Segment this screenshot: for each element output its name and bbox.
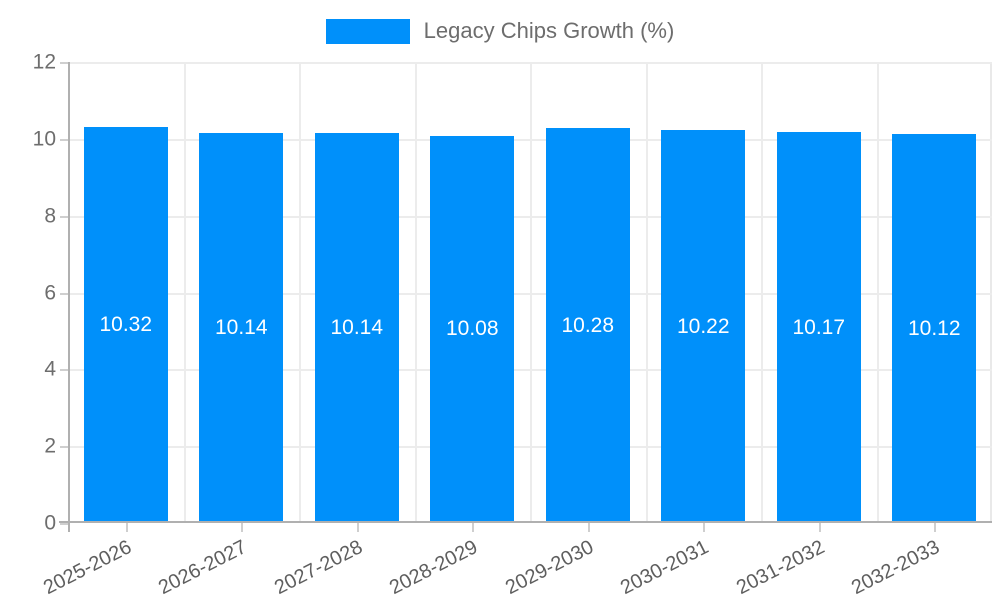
x-axis-tick-mark [356, 523, 359, 532]
gridline-vertical [761, 62, 763, 523]
x-axis-tick-mark [241, 523, 244, 532]
x-axis-tick-label: 2030-2031 [617, 536, 713, 600]
legend-color-swatch-icon [325, 18, 410, 44]
y-axis-tick-mark [60, 292, 68, 295]
bar[interactable] [776, 132, 861, 523]
bar-slot: 10.32 [68, 62, 184, 523]
x-axis-tick-label: 2032-2033 [848, 536, 944, 600]
x-axis-tick-mark [125, 523, 128, 532]
bar[interactable] [430, 135, 515, 523]
bar-value-label: 10.17 [792, 315, 846, 339]
bar[interactable] [661, 130, 746, 523]
bar-series-legacy-chips-growth: 10.32 10.14 10.14 10.08 10.28 10.22 [68, 62, 992, 523]
plot-area: 10.32 10.14 10.14 10.08 10.28 10.22 [59, 62, 992, 532]
x-axis-tick-mark [818, 523, 821, 532]
y-axis-tick-mark [60, 62, 68, 64]
y-axis: 12 10 8 6 4 2 0 [0, 0, 68, 600]
x-axis-tick-label: 2029-2030 [501, 536, 597, 600]
bar[interactable] [314, 133, 399, 523]
y-axis-tick-label: 10 [32, 127, 56, 151]
x-axis-tick-label: 2027-2028 [270, 536, 366, 600]
x-axis-tick-mark [703, 523, 706, 532]
x-axis-tick-mark [587, 523, 590, 532]
bar-slot: 10.08 [415, 62, 531, 523]
x-axis-tick-label: 2026-2027 [155, 536, 251, 600]
bar[interactable] [83, 126, 168, 523]
bar-value-label: 10.14 [214, 316, 268, 340]
y-axis-spine [68, 62, 70, 532]
x-axis-tick-mark [934, 523, 937, 532]
y-axis-tick-mark [60, 138, 68, 141]
y-axis-tick-label: 0 [44, 511, 56, 535]
bar-slot: 10.17 [761, 62, 877, 523]
bar[interactable] [199, 133, 284, 523]
y-axis-tick-label: 6 [44, 281, 56, 304]
gridline-vertical [530, 62, 532, 523]
gridline-vertical [645, 62, 648, 523]
gridline-vertical [183, 62, 186, 523]
x-axis-spine [59, 521, 992, 523]
x-axis-tick-label: 2028-2029 [386, 536, 482, 600]
gridline-vertical [414, 62, 417, 523]
y-axis-tick-mark [60, 523, 68, 525]
legend-item-label: Legacy Chips Growth (%) [423, 18, 675, 43]
bar-value-label: 10.14 [330, 316, 384, 340]
bar-value-label: 10.22 [676, 314, 730, 338]
gridline-vertical [876, 62, 879, 523]
bar[interactable] [545, 128, 630, 523]
bar-value-label: 10.12 [907, 316, 961, 340]
x-axis: 2025-2026 2026-2027 2027-2028 2028-2029 … [40, 523, 992, 600]
bar-value-label: 10.08 [445, 317, 499, 341]
bar[interactable] [892, 134, 977, 523]
bar-value-label: 10.32 [99, 312, 153, 336]
y-axis-tick-label: 2 [44, 434, 56, 458]
bar-slot: 10.12 [877, 62, 993, 523]
gridline-vertical [299, 62, 301, 523]
legend-item-legacy-chips-growth[interactable]: Legacy Chips Growth (%) [325, 18, 675, 44]
x-axis-tick-label: 2031-2032 [732, 536, 828, 600]
bar-slot: 10.22 [646, 62, 762, 523]
bar-slot: 10.28 [530, 62, 646, 523]
y-axis-tick-mark [60, 215, 68, 218]
chart-legend: Legacy Chips Growth (%) [0, 10, 1000, 52]
bar-slot: 10.14 [184, 62, 300, 523]
y-axis-tick-label: 4 [44, 357, 56, 381]
bar-slot: 10.14 [299, 62, 415, 523]
bar-value-label: 10.28 [561, 313, 615, 337]
y-axis-tick-mark [60, 369, 68, 372]
y-axis-tick-label: 8 [44, 204, 56, 228]
y-axis-tick-mark [60, 446, 68, 449]
x-axis-tick-mark [472, 523, 475, 532]
y-axis-tick-label: 12 [32, 50, 56, 74]
